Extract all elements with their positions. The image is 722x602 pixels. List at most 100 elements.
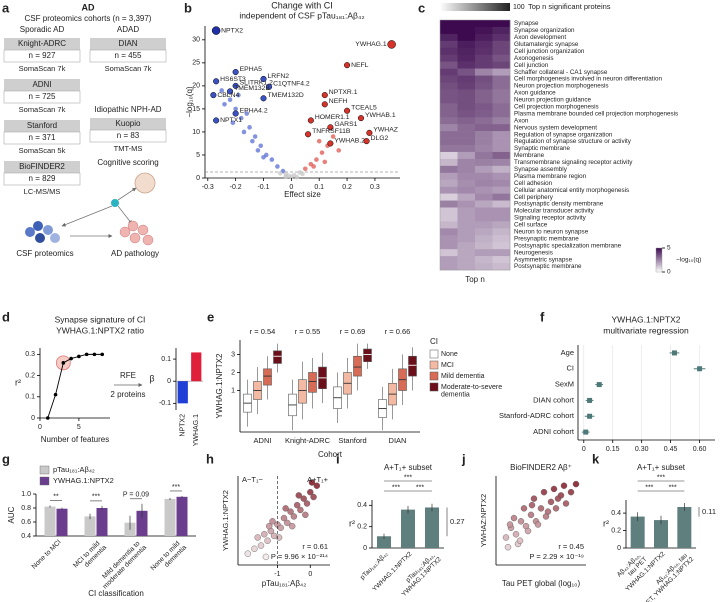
term-label: Cellular anatomical entity morphogenesis xyxy=(514,187,629,194)
point xyxy=(100,352,105,357)
heat-cell xyxy=(475,200,493,208)
point xyxy=(275,164,280,169)
point xyxy=(244,550,252,557)
cohort-header xyxy=(4,120,80,132)
y-axis-label: β xyxy=(149,373,154,383)
point xyxy=(554,495,562,502)
point xyxy=(562,500,570,507)
point xyxy=(504,544,512,551)
y-tick-label: 20 xyxy=(192,83,200,90)
significance-label: *** xyxy=(416,484,424,491)
point-label: TMEM132B xyxy=(234,85,270,92)
heat-cell xyxy=(440,221,458,229)
panel-title: A+T₁+ subset xyxy=(637,463,686,472)
cohort-n: n = 927 xyxy=(29,51,56,60)
term-label: Cell projection morphogenesis xyxy=(514,103,599,110)
heat-cell xyxy=(492,228,511,236)
heat-cell xyxy=(457,145,476,153)
heat-cell xyxy=(457,242,476,250)
panel-title: AD xyxy=(82,2,95,12)
y-tick-label: 0.2 xyxy=(25,372,35,379)
point xyxy=(336,148,342,153)
heat-cell xyxy=(457,110,476,118)
heat-cell xyxy=(492,138,511,146)
heat-cell xyxy=(457,68,476,76)
x-tick-label: 0.45 xyxy=(664,446,678,453)
heat-cell xyxy=(457,249,476,257)
cohort-n: n = 725 xyxy=(29,92,56,101)
point xyxy=(275,534,283,541)
x-tick-label: 0.1 xyxy=(314,184,324,191)
legend-title: CI xyxy=(430,337,438,346)
heat-cell xyxy=(457,131,476,139)
protein-icon xyxy=(33,221,43,231)
point xyxy=(517,518,525,525)
labeled-point xyxy=(387,40,396,49)
x-tick-label: ADNI xyxy=(254,436,272,445)
x-axis-label: pTau₁₈₁:Aβ₄₂ xyxy=(262,579,307,588)
point xyxy=(69,356,73,361)
box xyxy=(353,355,362,377)
bar xyxy=(136,510,148,536)
diagram-arrow xyxy=(61,205,113,227)
point xyxy=(244,111,250,116)
cohort-name: ADNI xyxy=(32,80,51,89)
heat-cell xyxy=(440,110,458,118)
bar xyxy=(377,536,391,548)
y-tick-label: DIAN cohort xyxy=(533,395,575,404)
term-label: Cell junction xyxy=(514,62,549,69)
term-label: Signaling receptor activity xyxy=(514,215,587,222)
point xyxy=(266,522,273,530)
labeled-point xyxy=(232,69,239,76)
x-tick-label: YWHAG.1 xyxy=(193,414,200,446)
point xyxy=(537,505,545,512)
x-tick-label: 5 xyxy=(77,424,81,431)
point xyxy=(77,354,81,359)
point xyxy=(596,382,602,388)
heat-cell xyxy=(492,249,511,257)
labeled-point xyxy=(210,92,217,99)
term-label: Synapse organization xyxy=(514,27,575,34)
heat-cell xyxy=(457,138,476,146)
point xyxy=(528,501,536,509)
point xyxy=(544,508,552,515)
y-tick-label: 5 xyxy=(196,152,200,159)
heat-cell xyxy=(492,61,511,69)
heat-cell xyxy=(440,33,458,42)
y-tick-label: 0 xyxy=(167,378,171,385)
x-tick-label: 0.2 xyxy=(342,184,352,191)
y-tick-label: 0.6 xyxy=(21,519,31,526)
bar xyxy=(425,507,439,548)
heat-cell xyxy=(492,193,511,201)
heat-cell xyxy=(440,186,458,194)
point xyxy=(283,174,289,179)
annotation: r = 0.55 xyxy=(295,327,321,336)
heat-cell xyxy=(492,151,511,160)
legend-label: Mild dementia xyxy=(441,373,485,380)
point xyxy=(290,513,298,520)
point xyxy=(524,527,532,535)
pathology-icon xyxy=(127,220,139,232)
y-tick-label: SexM xyxy=(555,380,574,389)
heat-cell xyxy=(457,96,476,104)
heat-cell xyxy=(457,172,476,181)
x-tick-label: Stanford xyxy=(338,436,366,445)
box xyxy=(363,348,372,362)
cohort-name: DIAN xyxy=(118,39,137,48)
x-tick-label: -0.2 xyxy=(230,184,242,191)
point xyxy=(567,488,575,496)
heat-cell xyxy=(492,40,511,49)
heat-cell xyxy=(475,172,493,181)
point xyxy=(236,92,241,98)
panel-title: YWHAG.1:NPTX2 xyxy=(612,314,681,324)
y-axis-label: YWHAG.1:NPTX2 xyxy=(221,490,230,551)
point xyxy=(534,521,542,528)
legend-label: YWHAG.1:NPTX2 xyxy=(53,476,114,485)
panel-letter: c xyxy=(418,0,425,15)
heat-cell xyxy=(440,193,458,201)
cohort-platform: LC-MS/MS xyxy=(24,187,61,196)
significance-label: *** xyxy=(645,484,653,491)
cohort-body xyxy=(89,129,167,143)
heat-cell xyxy=(440,256,458,264)
point xyxy=(310,493,317,501)
